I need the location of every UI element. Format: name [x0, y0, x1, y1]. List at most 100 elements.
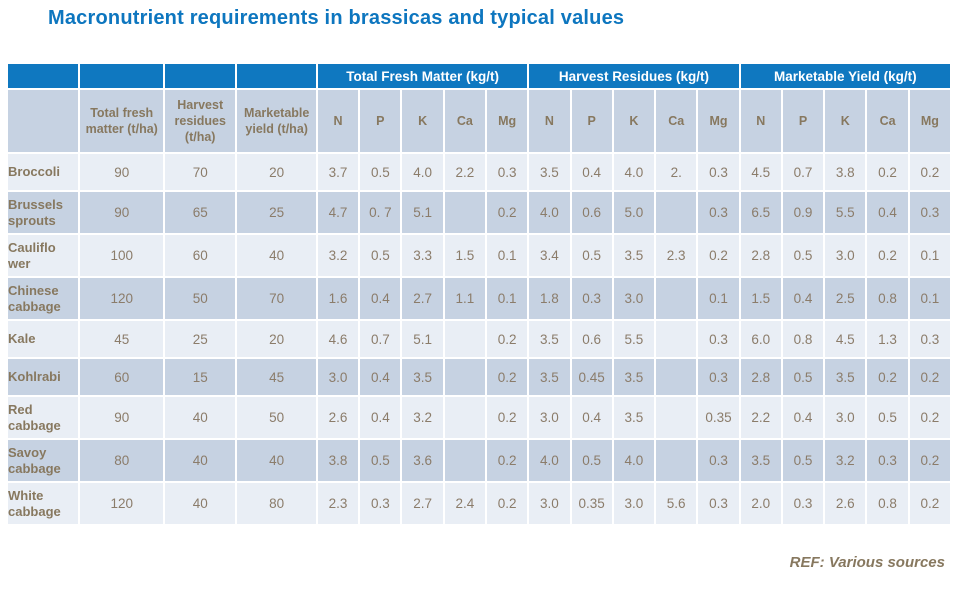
- value-cell: 0.8: [865, 276, 910, 321]
- value-cell: 0.3: [358, 481, 403, 526]
- value-cell: 3.8: [315, 438, 361, 483]
- value-cell: 0.4: [569, 395, 614, 440]
- value-cell: 0.5: [569, 233, 614, 278]
- value-cell: 20: [235, 319, 318, 359]
- value-cell: 3.3: [400, 233, 445, 278]
- crop-name-cell: Broccoli: [5, 152, 81, 192]
- value-cell: 2.2: [738, 395, 783, 440]
- column-header-cell: P: [780, 88, 826, 154]
- value-cell: [654, 276, 699, 321]
- value-cell: 6.5: [738, 190, 783, 235]
- value-cell: 0.3: [696, 481, 741, 526]
- value-cell: 0.1: [484, 233, 530, 278]
- value-cell: 1.1: [442, 276, 488, 321]
- value-cell: 60: [162, 233, 238, 278]
- value-cell: 4.0: [611, 438, 657, 483]
- value-cell: 3.2: [315, 233, 361, 278]
- table-row: Brussels sprouts 90 65 25 4.7 0. 7 5.1 0.2 4.0 0.…: [5, 190, 953, 235]
- value-cell: 0.3: [569, 276, 614, 321]
- column-header-cell: Mg: [484, 88, 530, 154]
- value-cell: 40: [162, 481, 238, 526]
- value-cell: 2.7: [400, 481, 445, 526]
- value-cell: 3.5: [611, 395, 657, 440]
- value-cell: 3.6: [400, 438, 445, 483]
- value-cell: 3.0: [611, 481, 657, 526]
- value-cell: 20: [235, 152, 318, 192]
- value-cell: 80: [235, 481, 318, 526]
- value-cell: 0.5: [358, 438, 403, 483]
- column-header-cell: K: [823, 88, 868, 154]
- page-title: Macronutrient requirements in brassicas …: [48, 7, 625, 29]
- value-cell: [442, 395, 488, 440]
- value-cell: 65: [162, 190, 238, 235]
- value-cell: 100: [78, 233, 165, 278]
- value-cell: 0.3: [907, 190, 953, 235]
- column-header-cell: K: [611, 88, 657, 154]
- value-cell: 0.2: [484, 481, 530, 526]
- value-cell: 2.4: [442, 481, 488, 526]
- value-cell: 0.2: [484, 319, 530, 359]
- value-cell: 3.8: [823, 152, 868, 192]
- value-cell: 3.5: [400, 357, 445, 397]
- value-cell: 3.0: [823, 395, 868, 440]
- value-cell: 2.2: [442, 152, 488, 192]
- value-cell: [442, 319, 488, 359]
- value-cell: [654, 438, 699, 483]
- value-cell: 1.5: [442, 233, 488, 278]
- value-cell: 0.2: [865, 152, 910, 192]
- value-cell: 1.5: [738, 276, 783, 321]
- value-cell: 0.45: [569, 357, 614, 397]
- value-cell: 5.1: [400, 190, 445, 235]
- value-cell: 0.9: [780, 190, 826, 235]
- value-cell: 3.5: [611, 357, 657, 397]
- value-cell: 90: [78, 395, 165, 440]
- value-cell: 0.3: [696, 357, 741, 397]
- value-cell: 3.5: [738, 438, 783, 483]
- value-cell: 3.0: [315, 357, 361, 397]
- value-cell: 4.7: [315, 190, 361, 235]
- value-cell: 2.8: [738, 233, 783, 278]
- column-header-cell: Ca: [442, 88, 488, 154]
- group-header-row: Total Fresh Matter (kg/t) Harvest Residue…: [5, 62, 953, 90]
- value-cell: 0.3: [780, 481, 826, 526]
- value-cell: [442, 190, 488, 235]
- value-cell: 0.7: [780, 152, 826, 192]
- value-cell: 0.3: [484, 152, 530, 192]
- column-header-row: Total fresh matter (t/ha) Harvest residue…: [5, 88, 953, 154]
- value-cell: 70: [235, 276, 318, 321]
- value-cell: 3.0: [823, 233, 868, 278]
- crop-name-cell: Red cabbage: [5, 395, 81, 440]
- value-cell: [654, 319, 699, 359]
- value-cell: 6.0: [738, 319, 783, 359]
- value-cell: 0.2: [907, 357, 953, 397]
- value-cell: 2.8: [738, 357, 783, 397]
- value-cell: 3.5: [527, 152, 572, 192]
- value-cell: 90: [78, 190, 165, 235]
- value-cell: 2.3: [315, 481, 361, 526]
- value-cell: 5.1: [400, 319, 445, 359]
- value-cell: [442, 438, 488, 483]
- value-cell: 2.: [654, 152, 699, 192]
- table-row: Red cabbage 90 40 50 2.6 0.4 3.2 0.2 3.0 0.4 3.5 0.…: [5, 395, 953, 440]
- value-cell: 120: [78, 481, 165, 526]
- column-header-cell: Mg: [907, 88, 953, 154]
- value-cell: 2.6: [823, 481, 868, 526]
- value-cell: 0.3: [696, 152, 741, 192]
- column-header-cell: N: [527, 88, 572, 154]
- crop-name-cell: White cabbage: [5, 481, 81, 526]
- value-cell: 2.5: [823, 276, 868, 321]
- group-header-cell: Marketable Yield (kg/t): [738, 62, 953, 90]
- value-cell: 0.4: [569, 152, 614, 192]
- value-cell: 0.3: [696, 319, 741, 359]
- nutrient-table: Total Fresh Matter (kg/t) Harvest Residue…: [5, 62, 953, 526]
- value-cell: 0.5: [780, 357, 826, 397]
- value-cell: 40: [162, 438, 238, 483]
- value-cell: 40: [235, 233, 318, 278]
- value-cell: 0.4: [358, 357, 403, 397]
- value-cell: 1.8: [527, 276, 572, 321]
- value-cell: 0.4: [780, 276, 826, 321]
- table-row: White cabbage 120 40 80 2.3 0.3 2.7 2.4 0.2 3.0 0.…: [5, 481, 953, 526]
- value-cell: 2.7: [400, 276, 445, 321]
- value-cell: 15: [162, 357, 238, 397]
- value-cell: [654, 190, 699, 235]
